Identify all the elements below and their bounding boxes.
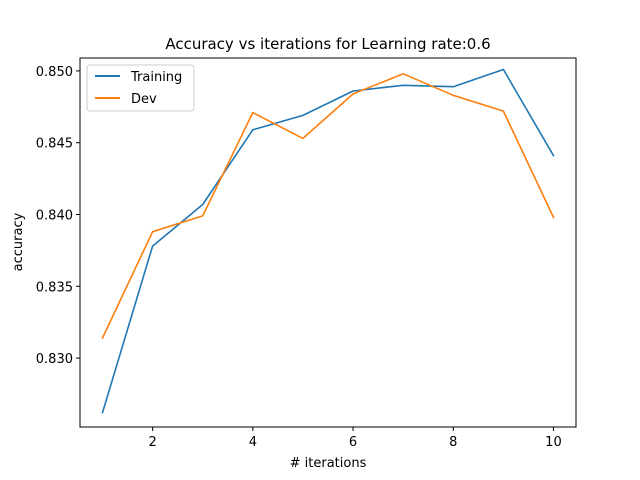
legend-label-dev: Dev <box>131 92 157 107</box>
x-axis-label: # iterations <box>290 456 367 471</box>
x-axis-ticks: 2 4 6 8 10 <box>149 427 562 450</box>
legend: Training Dev <box>86 64 195 112</box>
y-tick-label: 0.850 <box>36 65 73 80</box>
plot-area <box>79 57 577 428</box>
y-tick-label: 0.840 <box>36 209 73 224</box>
x-tick-label: 2 <box>149 435 157 450</box>
y-tick-label: 0.835 <box>36 280 73 295</box>
legend-label-training: Training <box>130 70 182 85</box>
series-layer <box>101 68 555 414</box>
x-tick-label: 8 <box>449 435 457 450</box>
y-axis-ticks: 0.830 0.835 0.840 0.845 0.850 <box>36 65 80 367</box>
x-tick-label: 4 <box>249 435 257 450</box>
series-line-dev <box>101 73 555 340</box>
y-tick-label: 0.830 <box>36 352 73 367</box>
x-tick-label: 6 <box>349 435 357 450</box>
y-tick-label: 0.845 <box>36 137 73 152</box>
x-tick-label: 10 <box>545 435 562 450</box>
chart-title: Accuracy vs iterations for Learning rate… <box>165 35 490 53</box>
y-axis-label: accuracy <box>11 212 26 271</box>
series-line-training <box>101 68 555 414</box>
